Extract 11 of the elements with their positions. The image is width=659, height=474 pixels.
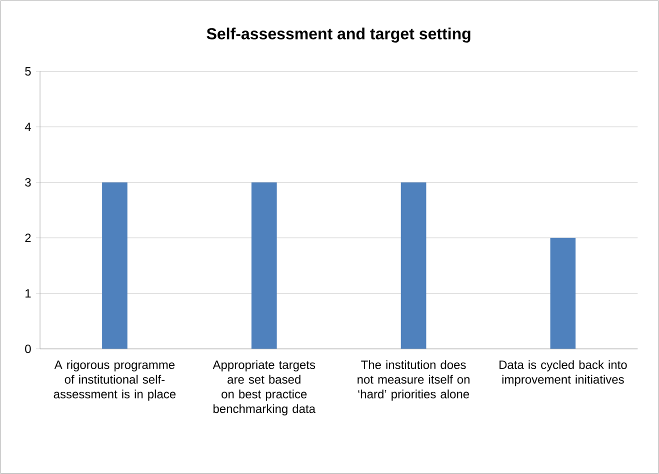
x-tick-label: Appropriate targets are set based on best practice benchmarking data bbox=[212, 360, 316, 416]
x-tick-label: The institution does not measure itself on ‘hard’ priorities alone bbox=[358, 360, 470, 401]
y-tick-label: 1 bbox=[26, 289, 31, 298]
x-tick-label: A rigorous programme of institutional self-assessment is in place bbox=[54, 360, 176, 401]
chart-title: Self-assessment and target setting bbox=[206, 28, 470, 43]
y-tick-label: 5 bbox=[25, 67, 31, 76]
y-tick-label: 3 bbox=[25, 178, 31, 187]
x-tick-label: Data is cycled back into improvement initiatives bbox=[500, 360, 627, 386]
y-tick-label: 4 bbox=[24, 122, 31, 131]
y-tick-label: 2 bbox=[25, 234, 31, 242]
y-tick-label: 0 bbox=[25, 344, 31, 353]
